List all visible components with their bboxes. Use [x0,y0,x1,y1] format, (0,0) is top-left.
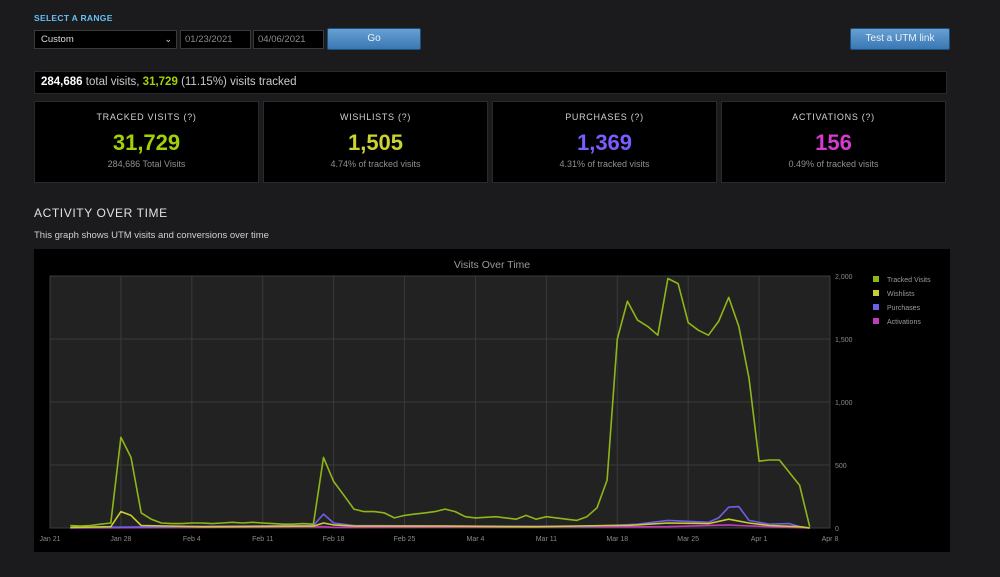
legend-label-tracked-visits[interactable]: Tracked Visits [887,277,931,284]
x-tick-label: Feb 4 [183,536,201,543]
x-tick-label: Feb 18 [323,536,345,543]
chevron-down-icon: ⌄ [164,34,172,44]
x-tick-label: Jan 21 [39,536,60,543]
go-button[interactable]: Go [327,28,421,50]
test-utm-link-button[interactable]: Test a UTM link [850,28,950,50]
legend-swatch-wishlists [873,290,879,296]
series-line-purchases [70,505,810,529]
x-tick-label: Apr 8 [822,536,839,543]
x-tick-label: Mar 11 [536,536,557,543]
legend-label-wishlists[interactable]: Wishlists [887,291,915,298]
card-label[interactable]: PURCHASES (?) [565,112,644,122]
card-activations: ACTIVATIONS (?) 156 0.49% of tracked vis… [721,101,946,183]
end-date-field[interactable]: 04/06/2021 [253,30,324,49]
card-wishlists: WISHLISTS (?) 1,505 4.74% of tracked vis… [263,101,488,183]
x-tick-label: Jan 28 [110,536,131,543]
chart-title: Visits Over Time [454,259,530,271]
card-value: 1,369 [576,130,633,155]
card-sub: 0.49% of tracked visits [788,159,879,169]
card-value: 156 [815,130,852,155]
section-title: ACTIVITY OVER TIME [34,206,168,220]
summary-bar: 284,686 total visits, 31,729 (11.15%) vi… [34,71,947,94]
range-title: SELECT A RANGE [34,13,113,23]
y-axis-ticks: 0 500 1,000 1,500 2,000 [835,274,853,533]
x-tick-label: Feb 25 [394,536,416,543]
y-tick-label: 500 [835,463,847,470]
card-sub: 4.31% of tracked visits [559,159,650,169]
y-tick-label: 2,000 [835,274,853,281]
y-tick-label: 1,000 [835,400,853,407]
series-line-wishlists [70,510,810,529]
y-tick-label: 0 [835,526,839,533]
grid-layer [50,276,830,528]
summary-tracked-pct: (11.15%) [181,76,227,88]
card-value: 31,729 [112,130,181,155]
card-purchases: PURCHASES (?) 1,369 4.31% of tracked vis… [492,101,717,183]
y-tick-label: 1,500 [835,337,853,344]
card-tracked-visits: TRACKED VISITS (?) 31,729 284,686 Total … [34,101,259,183]
visits-chart-svg: Visits Over Time Jan 21 Jan 28 Feb 4 Feb 11… [39,259,931,543]
card-label[interactable]: WISHLISTS (?) [339,112,412,122]
card-label[interactable]: ACTIVATIONS (?) [792,112,875,122]
series-line-activations [70,524,810,529]
series-layer [70,277,811,529]
legend-swatch-activations [873,318,879,324]
legend-label-activations[interactable]: Activations [887,319,921,326]
series-line-tracked-visits [70,277,811,527]
legend-swatch-purchases [873,304,879,310]
x-tick-label: Mar 25 [677,536,699,543]
range-preset-value: Custom [41,34,74,45]
legend-label-purchases[interactable]: Purchases [887,305,921,312]
card-sub: 4.74% of tracked visits [330,159,421,169]
x-tick-label: Mar 4 [467,536,485,543]
range-preset-select[interactable]: Custom ⌄ [34,30,177,49]
card-sub: 284,686 Total Visits [107,159,186,169]
x-tick-label: Mar 18 [606,536,628,543]
summary-total-visits: 284,686 [41,76,83,88]
section-description: This graph shows UTM visits and conversi… [34,230,269,241]
x-axis-ticks: Jan 21 Jan 28 Feb 4 Feb 11 Feb 18 Feb 25 Mar 4… [39,536,838,543]
summary-total-text: total visits, [85,76,140,88]
visits-chart: Visits Over Time Jan 21 Jan 28 Feb 4 Feb 11… [34,249,950,552]
summary-tracked: 31,729 [142,76,178,88]
chart-legend: Tracked Visits Wishlists Purchases Activati… [873,276,931,326]
card-label[interactable]: TRACKED VISITS (?) [96,112,197,122]
legend-swatch-tracked-visits [873,276,879,282]
summary-tracked-text: visits tracked [230,76,297,88]
card-value: 1,505 [347,130,404,155]
x-tick-label: Feb 11 [252,536,273,543]
x-tick-label: Apr 1 [751,536,768,543]
start-date-field[interactable]: 01/23/2021 [180,30,251,49]
